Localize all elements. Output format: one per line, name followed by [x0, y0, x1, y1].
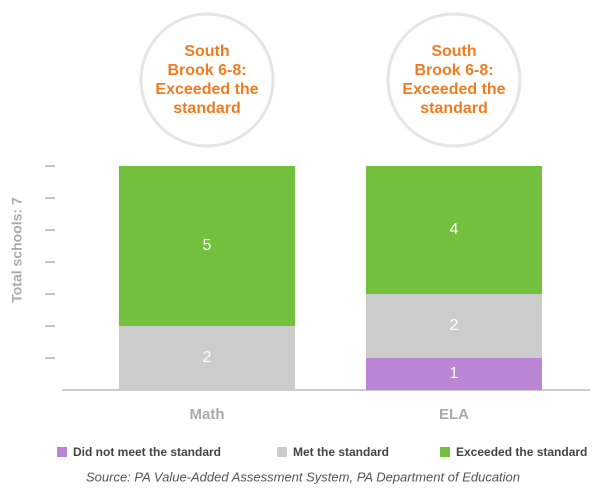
- bar-segment: [366, 166, 542, 294]
- bubble-text: South Brook 6-8: Exceeded the standard: [142, 42, 272, 118]
- source: Source: PA Value-Added Assessment System…: [86, 469, 520, 484]
- legend-swatch: [277, 447, 287, 457]
- legend-swatch: [440, 447, 450, 457]
- data-label: 2: [203, 349, 212, 366]
- x-tick-label: Math: [190, 406, 225, 423]
- legend-label: Exceeded the standard: [456, 445, 587, 459]
- bubble-line: South: [184, 43, 230, 60]
- bubble-line: South: [431, 43, 477, 60]
- bar-segment: [366, 358, 542, 390]
- data-label: 4: [450, 221, 459, 238]
- bubble: [139, 12, 275, 148]
- legend-label: Met the standard: [293, 445, 389, 459]
- bubble: [386, 12, 522, 148]
- data-label: 5: [203, 237, 212, 254]
- legend-swatch: [57, 447, 67, 457]
- bubble-line: Brook 6-8:: [167, 62, 247, 79]
- bar-segment: [119, 166, 295, 326]
- bubble-text: South Brook 6-8: Exceeded the standard: [389, 42, 519, 118]
- bubble-line: standard: [420, 100, 488, 117]
- legend-label: Did not meet the standard: [73, 445, 221, 459]
- bar-segment: [119, 326, 295, 390]
- bubble-line: Exceeded the: [402, 81, 506, 98]
- bar-segment: [366, 294, 542, 358]
- bubble-line: Brook 6-8:: [414, 62, 494, 79]
- x-tick-label: ELA: [439, 406, 469, 423]
- y-axis-label: Total schools: 7: [9, 197, 25, 303]
- bubble-line: Exceeded the: [155, 81, 259, 98]
- bubble-line: standard: [173, 100, 241, 117]
- data-label: 2: [450, 317, 459, 334]
- data-label: 1: [450, 365, 459, 382]
